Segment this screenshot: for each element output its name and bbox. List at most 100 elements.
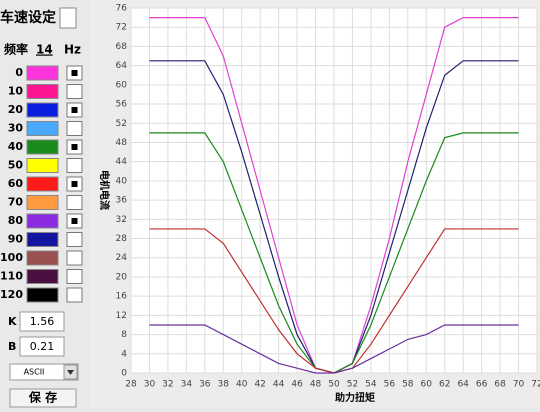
x-tick-label: 52 <box>347 380 358 390</box>
check-mark <box>71 70 78 76</box>
row-label: 60 <box>8 177 24 190</box>
b-input[interactable] <box>19 336 65 357</box>
y-tick-label: 4 <box>121 349 127 359</box>
checkbox[interactable] <box>66 195 83 210</box>
checkbox[interactable] <box>66 158 83 173</box>
series-line <box>149 324 519 374</box>
arrow-icon <box>67 370 74 375</box>
checkbox[interactable] <box>66 287 83 303</box>
row-label: 50 <box>8 159 24 172</box>
y-tick-label: 32 <box>116 215 127 225</box>
color-swatch[interactable] <box>26 269 59 284</box>
y-tick-label: 56 <box>116 100 128 110</box>
color-swatch[interactable] <box>26 287 59 303</box>
row-label: 70 <box>8 196 24 209</box>
x-tick-label: 42 <box>254 380 265 390</box>
checkbox[interactable] <box>66 232 83 247</box>
x-tick-label: 40 <box>236 380 248 390</box>
x-tick-label: 72 <box>531 380 540 390</box>
x-tick-label: 30 <box>144 380 156 390</box>
freq-unit: Hz <box>64 43 81 57</box>
check-mark <box>71 107 78 113</box>
y-tick-label: 0 <box>121 369 127 379</box>
check-mark <box>71 144 78 150</box>
color-swatch[interactable] <box>26 195 59 210</box>
y-tick-label: 16 <box>116 292 128 302</box>
x-tick-label: 46 <box>291 380 303 390</box>
x-tick-label: 36 <box>199 380 211 390</box>
y-tick-label: 36 <box>116 196 128 206</box>
b-value: 0.21 <box>30 340 55 353</box>
color-swatch[interactable] <box>26 250 59 266</box>
y-tick-label: 64 <box>116 61 128 71</box>
k-input[interactable] <box>19 311 65 332</box>
y-tick-label: 8 <box>121 330 127 340</box>
freq-label: 频率 <box>4 42 28 57</box>
icon[interactable] <box>59 7 77 29</box>
color-swatch[interactable] <box>26 65 59 81</box>
color-swatch[interactable] <box>26 213 59 229</box>
color-swatch[interactable] <box>26 232 59 247</box>
color-swatch[interactable] <box>26 176 59 192</box>
color-swatch[interactable] <box>26 102 59 118</box>
checkbox[interactable] <box>66 250 83 266</box>
row-label: 100 <box>0 251 23 264</box>
row-label: 80 <box>8 214 24 227</box>
b-label: B <box>8 340 16 353</box>
y-tick-label: 40 <box>116 176 128 186</box>
format-value: ASCII <box>24 368 45 377</box>
x-tick-label: 34 <box>181 380 193 390</box>
x-tick-label: 62 <box>439 380 450 390</box>
y-tick-label: 68 <box>116 42 128 52</box>
color-swatch[interactable] <box>26 84 59 99</box>
y-tick-label: 48 <box>116 138 128 148</box>
row-label: 120 <box>0 288 23 301</box>
checkbox[interactable] <box>66 121 83 136</box>
x-tick-label: 64 <box>457 380 469 390</box>
y-tick-label: 44 <box>116 157 128 167</box>
x-tick-label: 56 <box>384 380 396 390</box>
y-tick-label: 52 <box>116 119 127 129</box>
x-axis-label: 助力扭矩 <box>335 391 375 404</box>
k-label: K <box>8 315 17 328</box>
checkbox[interactable] <box>66 84 83 99</box>
row-label: 110 <box>0 270 23 283</box>
row-label: 30 <box>8 122 24 135</box>
y-tick-label: 20 <box>116 272 128 282</box>
x-tick-label: 44 <box>273 380 285 390</box>
freq-value: 14 <box>36 43 53 57</box>
x-tick-label: 66 <box>476 380 488 390</box>
x-tick-label: 58 <box>402 380 414 390</box>
x-tick-label: 50 <box>328 380 340 390</box>
row-label: 20 <box>8 103 24 116</box>
check-mark <box>71 218 78 224</box>
y-tick-label: 24 <box>116 253 128 263</box>
x-tick-label: 70 <box>513 380 525 390</box>
row-label: 0 <box>15 66 23 79</box>
format-select[interactable] <box>9 363 79 381</box>
x-tick-label: 48 <box>310 380 322 390</box>
check-mark <box>71 181 78 187</box>
save-label: 保 存 <box>28 390 57 405</box>
y-tick-label: 60 <box>116 80 128 90</box>
y-tick-label: 72 <box>116 23 127 33</box>
x-tick-label: 38 <box>218 380 230 390</box>
row-label: 40 <box>8 140 24 153</box>
color-swatch[interactable] <box>26 158 59 173</box>
save-button[interactable] <box>9 388 77 408</box>
checkbox[interactable] <box>66 269 83 284</box>
y-tick-label: 12 <box>116 311 127 321</box>
y-tick-label: 28 <box>116 234 128 244</box>
y-tick-label: 76 <box>116 4 128 14</box>
color-swatch[interactable] <box>26 139 59 155</box>
x-tick-label: 54 <box>365 380 377 390</box>
panel-title: 车速设定 <box>0 9 56 26</box>
rows: 0 10 20 30 40 50 60 70 80 90 100 110 120 <box>0 65 83 303</box>
row-label: 10 <box>8 85 24 98</box>
x-tick-label: 32 <box>162 380 173 390</box>
y-axis-label: 电机电流 <box>98 170 111 210</box>
k-value: 1.56 <box>30 315 55 328</box>
color-swatch[interactable] <box>26 121 59 136</box>
